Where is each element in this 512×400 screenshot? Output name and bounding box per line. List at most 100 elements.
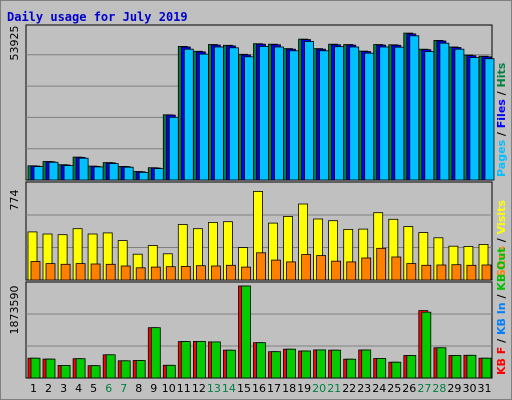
- bar-kb-out: [466, 354, 477, 379]
- bar-kb-out: [180, 341, 191, 379]
- bar-pages: [274, 46, 284, 181]
- bar-sites: [60, 263, 71, 281]
- bar-kb-out: [451, 355, 462, 379]
- bar-sites: [75, 263, 86, 281]
- bar-sites: [436, 264, 447, 281]
- x-tick-label: 17: [267, 382, 281, 395]
- x-tick-label: 16: [252, 382, 266, 395]
- bar-sites: [271, 259, 281, 281]
- bar-kb-out: [436, 347, 447, 379]
- bar-sites: [361, 257, 372, 281]
- bar-pages: [63, 165, 74, 181]
- bar-sites: [135, 267, 146, 281]
- bar-kb-out: [301, 350, 312, 379]
- y-max-label: 53925: [8, 26, 21, 61]
- bar-kb-out: [376, 358, 387, 379]
- side-legend: Sites / Visits: [495, 200, 508, 277]
- bar-pages: [334, 46, 345, 181]
- bar-kb-out: [331, 349, 342, 379]
- x-tick-label: 31: [478, 382, 492, 395]
- x-tick-label: 1: [30, 382, 37, 395]
- bar-kb-out: [316, 349, 327, 379]
- x-tick-label: 5: [90, 382, 97, 395]
- side-legend: Pages / Files / Hits: [495, 62, 508, 177]
- bar-pages: [138, 171, 149, 181]
- y-max-label: 1873590: [8, 286, 21, 335]
- bar-sites: [391, 256, 402, 281]
- bar-sites: [241, 266, 251, 281]
- x-tick-label: 22: [342, 382, 356, 395]
- x-tick-label: 18: [282, 382, 296, 395]
- bar-kb-out: [60, 364, 71, 379]
- x-tick-label: 13: [207, 382, 221, 395]
- legend-separator: /: [495, 128, 508, 140]
- bar-pages: [409, 35, 420, 181]
- legend-hits: Hits: [495, 62, 508, 87]
- bar-sites: [225, 264, 236, 281]
- x-tick-label: 30: [463, 382, 477, 395]
- x-tick-label: 2: [45, 382, 52, 395]
- bar-pages: [108, 163, 119, 181]
- bar-pages: [48, 161, 59, 181]
- x-tick-label: 3: [60, 382, 67, 395]
- x-tick-label: 23: [357, 382, 371, 395]
- bar-kb-out: [75, 358, 86, 379]
- bar-kb-out: [286, 348, 296, 379]
- bar-kb-out: [346, 358, 357, 379]
- legend-sites: Sites: [495, 246, 508, 277]
- bar-sites: [481, 264, 492, 281]
- x-tick-label: 7: [120, 382, 127, 395]
- x-tick-label: 19: [297, 382, 311, 395]
- bar-pages: [454, 48, 465, 181]
- legend-separator: /: [495, 291, 508, 303]
- bar-sites: [180, 265, 191, 281]
- bar-kb-out: [210, 341, 221, 379]
- bar-pages: [153, 168, 164, 181]
- bar-kb-out: [361, 349, 372, 379]
- bar-sites: [120, 265, 131, 281]
- bar-sites: [376, 247, 387, 281]
- x-tick-label: 26: [402, 382, 416, 395]
- x-tick-label: 4: [75, 382, 82, 395]
- bar-kb-out: [165, 364, 176, 379]
- bar-kb-out: [271, 351, 281, 379]
- bar-kb-out: [256, 342, 266, 379]
- legend-separator: /: [495, 335, 508, 347]
- bar-kb-out: [135, 360, 146, 379]
- bar-pages: [198, 53, 209, 181]
- bar-sites: [346, 261, 357, 281]
- x-tick-label: 27: [417, 382, 431, 395]
- bar-pages: [364, 52, 375, 181]
- bar-sites: [406, 263, 417, 281]
- legend-kb-out: KB Out: [495, 248, 508, 291]
- bar-sites: [195, 265, 206, 281]
- bar-pages: [93, 166, 104, 181]
- bar-pages: [439, 42, 450, 181]
- x-tick-label: 12: [192, 382, 206, 395]
- bar-pages: [168, 116, 179, 181]
- x-tick-label: 24: [372, 382, 386, 395]
- bar-sites: [210, 265, 221, 281]
- bar-pages: [289, 50, 299, 181]
- x-tick-label: 6: [105, 382, 112, 395]
- bar-pages: [183, 48, 194, 181]
- bar-sites: [256, 252, 266, 281]
- bar-pages: [259, 46, 269, 181]
- bar-pages: [78, 157, 89, 181]
- x-tick-label: 8: [135, 382, 142, 395]
- bar-kb-out: [421, 311, 432, 379]
- legend-files: Files: [495, 99, 508, 129]
- bar-pages: [394, 46, 405, 181]
- bar-pages: [424, 51, 435, 181]
- bar-kb-out: [30, 357, 41, 379]
- bar-sites: [150, 266, 161, 281]
- bar-sites: [45, 263, 56, 281]
- bar-kb-out: [105, 354, 116, 379]
- y-max-label: 774: [8, 190, 21, 211]
- bar-sites: [331, 260, 342, 281]
- bar-pages: [469, 57, 480, 181]
- bar-sites: [451, 264, 462, 281]
- legend-kb-f: KB F: [495, 347, 508, 375]
